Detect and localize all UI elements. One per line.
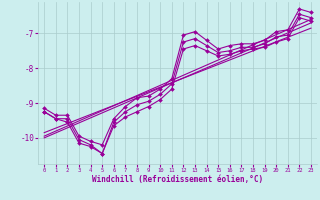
X-axis label: Windchill (Refroidissement éolien,°C): Windchill (Refroidissement éolien,°C) xyxy=(92,175,263,184)
